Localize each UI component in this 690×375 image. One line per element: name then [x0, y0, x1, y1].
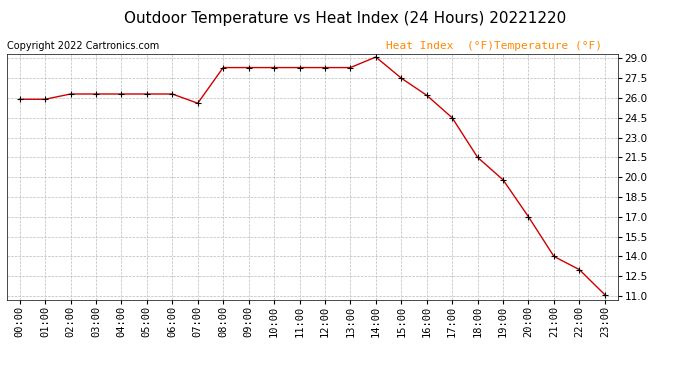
Text: Heat Index  (°F)Temperature (°F): Heat Index (°F)Temperature (°F)	[386, 41, 602, 51]
Text: Copyright 2022 Cartronics.com: Copyright 2022 Cartronics.com	[7, 41, 159, 51]
Text: Outdoor Temperature vs Heat Index (24 Hours) 20221220: Outdoor Temperature vs Heat Index (24 Ho…	[124, 11, 566, 26]
